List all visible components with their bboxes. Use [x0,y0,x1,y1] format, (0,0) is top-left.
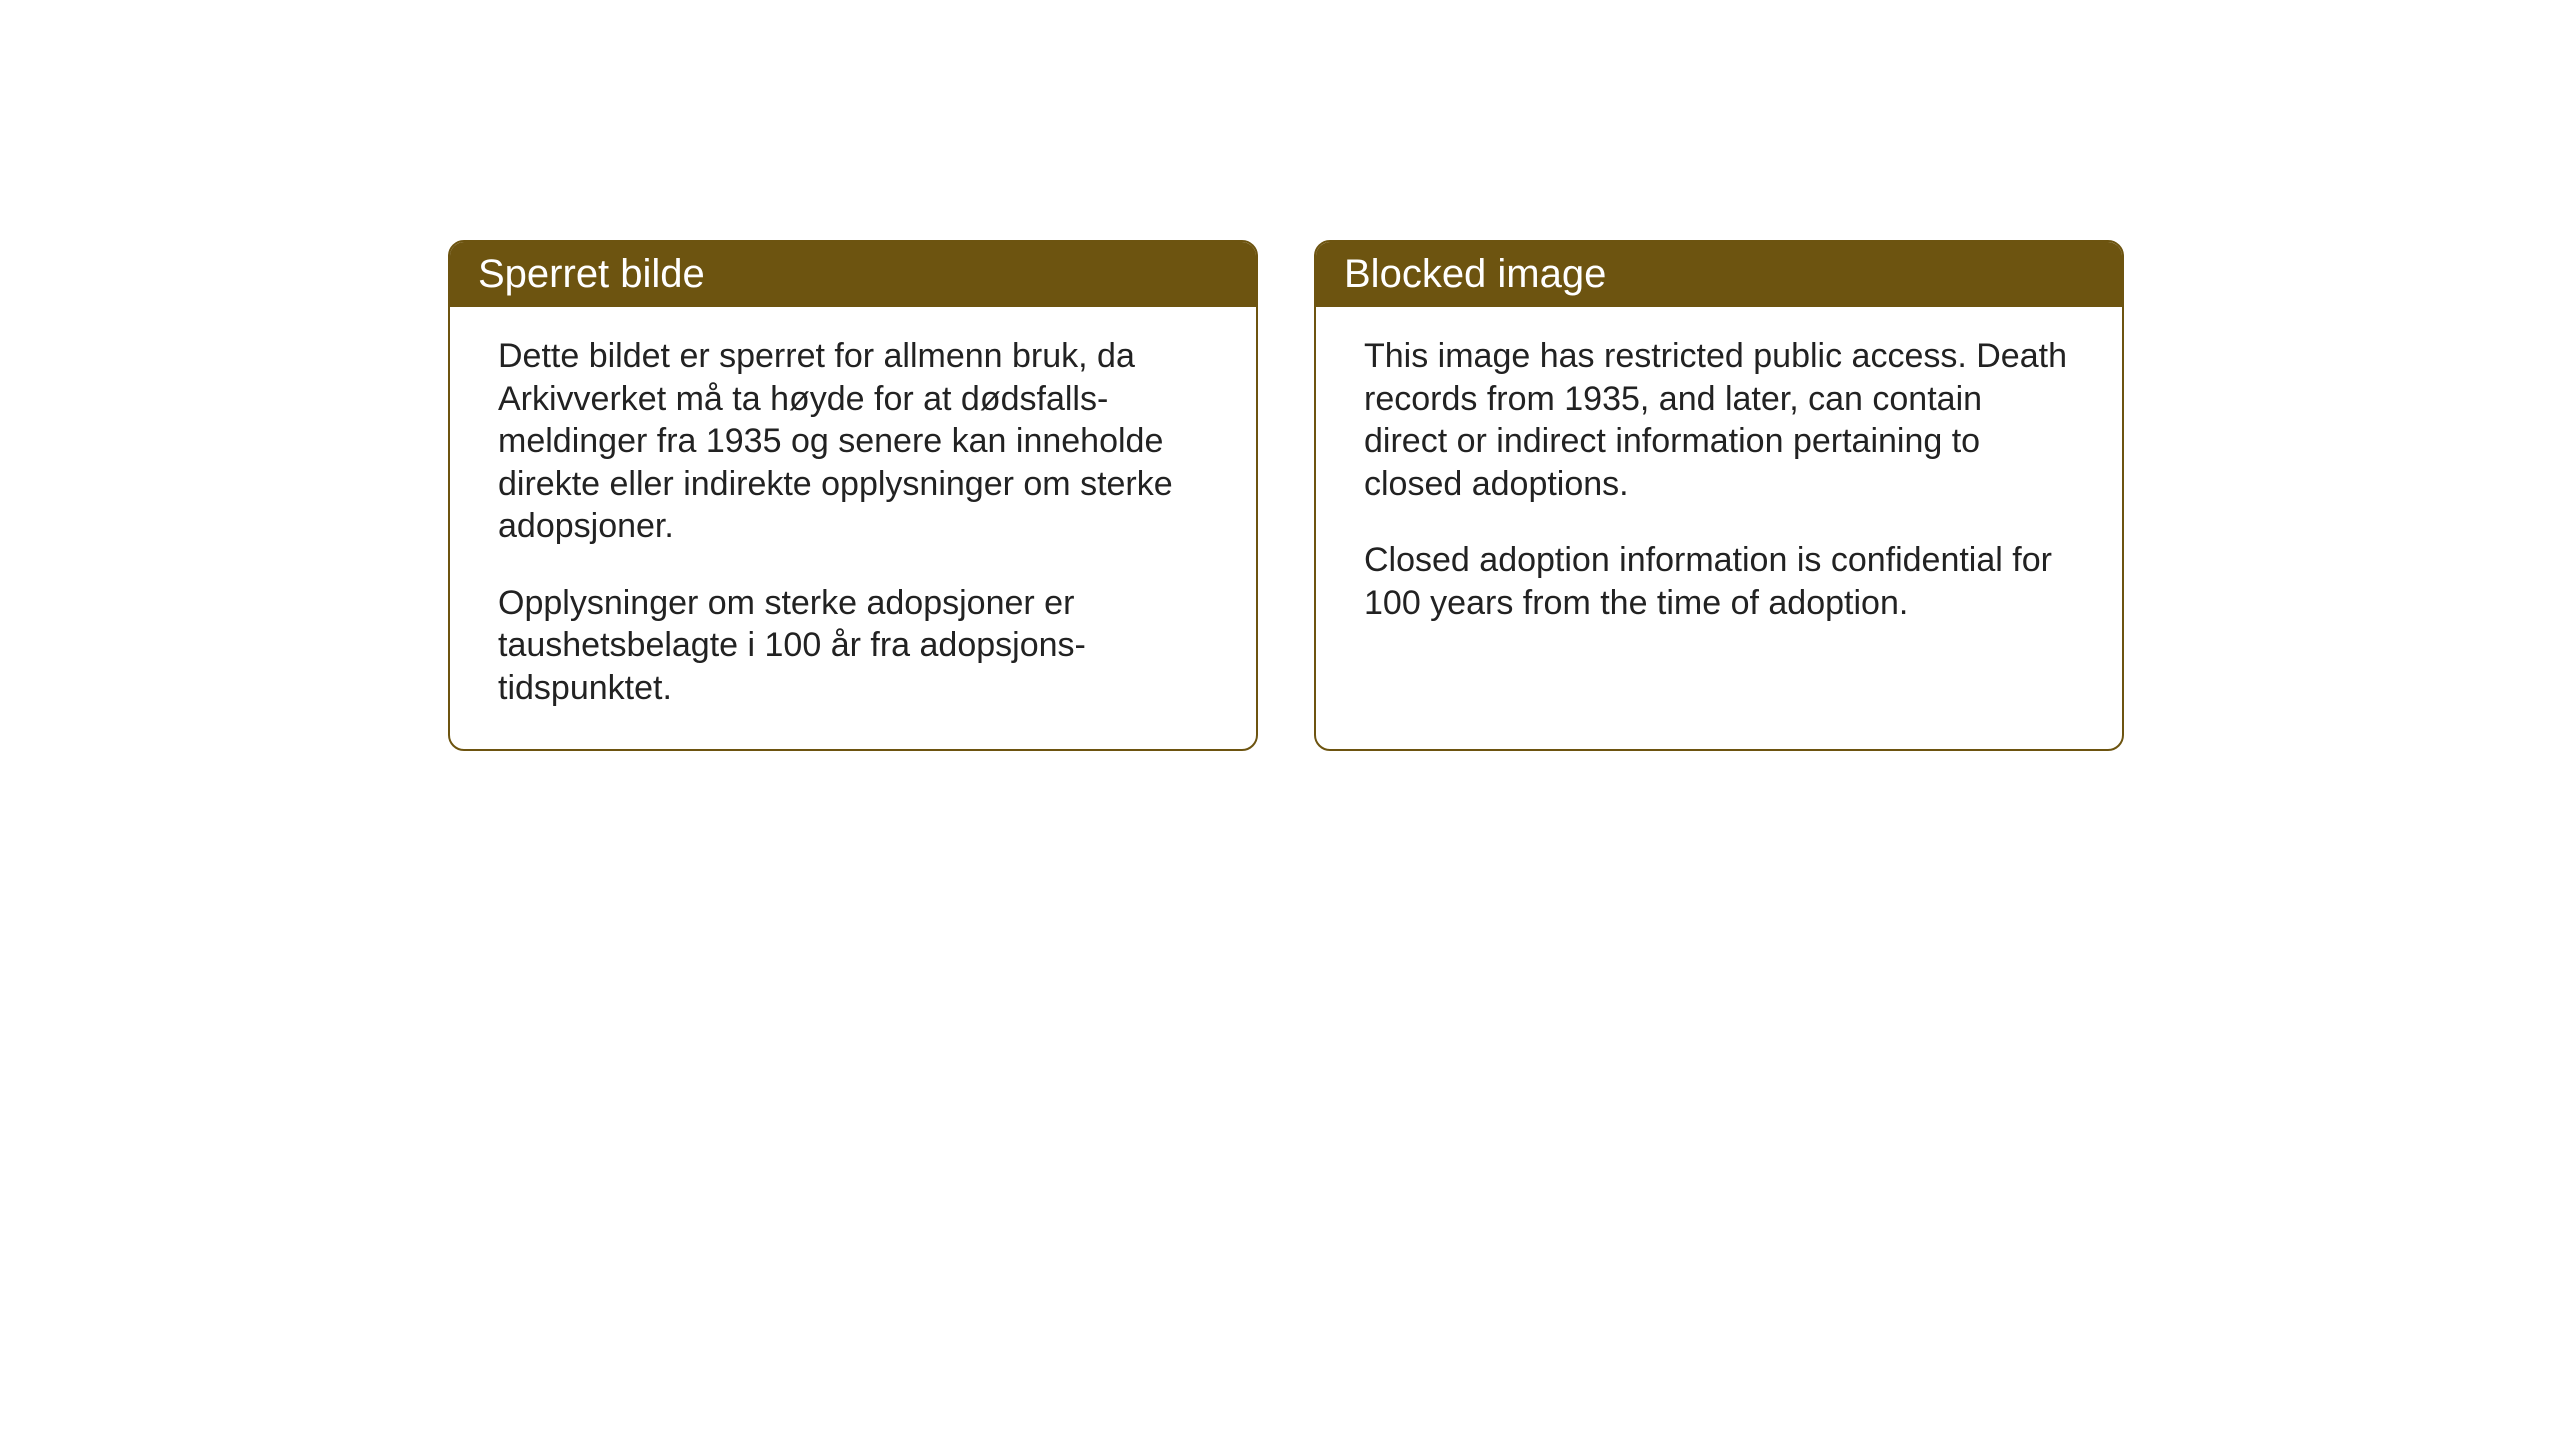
card-header-english: Blocked image [1316,242,2122,307]
card-paragraph2-english: Closed adoption information is confident… [1364,539,2074,624]
card-body-english: This image has restricted public access.… [1316,307,2122,664]
card-paragraph1-english: This image has restricted public access.… [1364,335,2074,505]
card-paragraph2-norwegian: Opplysninger om sterke adopsjoner er tau… [498,582,1208,710]
notice-container: Sperret bilde Dette bildet er sperret fo… [448,240,2124,751]
notice-card-norwegian: Sperret bilde Dette bildet er sperret fo… [448,240,1258,751]
card-header-norwegian: Sperret bilde [450,242,1256,307]
card-title-english: Blocked image [1344,252,1606,296]
card-title-norwegian: Sperret bilde [478,252,705,296]
card-paragraph1-norwegian: Dette bildet er sperret for allmenn bruk… [498,335,1208,548]
card-body-norwegian: Dette bildet er sperret for allmenn bruk… [450,307,1256,749]
notice-card-english: Blocked image This image has restricted … [1314,240,2124,751]
